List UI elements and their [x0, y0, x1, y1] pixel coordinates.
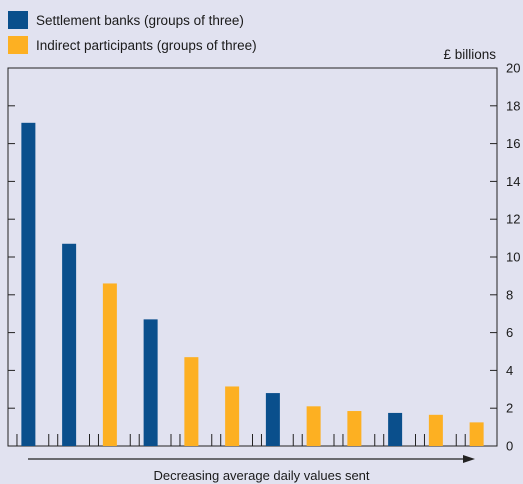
bar: [428, 414, 443, 446]
legend-item-indirect-participants: Indirect participants (groups of three): [8, 35, 257, 55]
left-axis-ticks: [8, 105, 15, 409]
y-tick-label: 14: [506, 174, 520, 189]
y-tick-label: 16: [506, 136, 520, 151]
x-axis-ticks: [16, 434, 466, 446]
bar: [62, 243, 77, 446]
bar: [102, 283, 117, 446]
y-axis-unit-label: £ billions: [443, 47, 496, 62]
bar: [143, 319, 158, 446]
bar: [469, 422, 484, 446]
right-axis-ticks: [490, 105, 497, 409]
bar: [21, 122, 36, 446]
bar: [265, 393, 280, 446]
y-tick-label: 2: [506, 401, 513, 416]
direction-arrow-head: [463, 455, 475, 463]
plot-frame: [7, 67, 498, 447]
y-tick-label: 18: [506, 98, 520, 113]
bar: [225, 386, 240, 446]
y-tick-label: 4: [506, 363, 513, 378]
legend-label-settlement-banks: Settlement banks (groups of three): [36, 12, 244, 28]
bar: [347, 411, 362, 446]
bar: [388, 412, 403, 446]
y-tick-label: 0: [506, 439, 513, 454]
legend-swatch-indirect-participants: [8, 36, 28, 54]
y-tick-label: 8: [506, 287, 513, 302]
bars: [21, 122, 484, 446]
y-tick-label: 12: [506, 212, 520, 227]
direction-arrow: [28, 455, 475, 463]
bar: [184, 357, 199, 446]
y-tick-label: 20: [506, 61, 520, 76]
bar: [306, 406, 321, 446]
legend-label-indirect-participants: Indirect participants (groups of three): [36, 37, 257, 53]
legend-swatch-settlement-banks: [8, 11, 28, 29]
legend-item-settlement-banks: Settlement banks (groups of three): [8, 10, 244, 30]
y-tick-label: 10: [506, 250, 520, 265]
y-tick-labels: 0 2 4 6 8 10 12 14 16 18 20: [506, 61, 520, 454]
x-axis-label: Decreasing average daily values sent: [153, 468, 370, 483]
y-tick-label: 6: [506, 325, 513, 340]
